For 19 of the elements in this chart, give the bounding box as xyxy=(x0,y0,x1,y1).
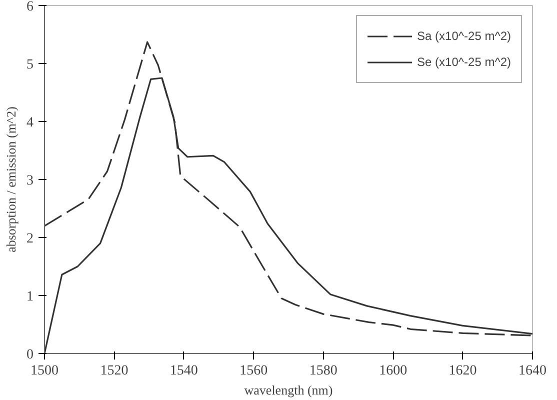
x-tick-label: 1500 xyxy=(30,364,58,378)
y-tick-label: 2 xyxy=(26,232,34,246)
x-tick-label: 1640 xyxy=(518,364,546,378)
y-tick-label: 1 xyxy=(26,290,34,304)
x-tick-label: 1560 xyxy=(240,364,268,378)
y-axis-title: absorption / emission (m^2) xyxy=(4,106,18,252)
x-tick-label: 1620 xyxy=(448,364,477,378)
x-tick-label: 1580 xyxy=(309,364,338,378)
x-axis-title: wavelength (nm) xyxy=(244,382,333,398)
legend-label: Se (x10^-25 m^2) xyxy=(417,55,511,69)
legend-label: Sa (x10^-25 m^2) xyxy=(417,29,511,43)
x-tick-label: 1540 xyxy=(170,364,198,378)
y-tick-label: 0 xyxy=(26,348,34,362)
y-tick-label: 6 xyxy=(26,0,34,14)
y-tick-label: 3 xyxy=(26,174,34,188)
x-tick-label: 1520 xyxy=(100,364,128,378)
y-tick-label: 4 xyxy=(26,116,34,130)
x-tick-label: 1600 xyxy=(379,364,408,378)
y-tick-label: 5 xyxy=(26,58,34,72)
